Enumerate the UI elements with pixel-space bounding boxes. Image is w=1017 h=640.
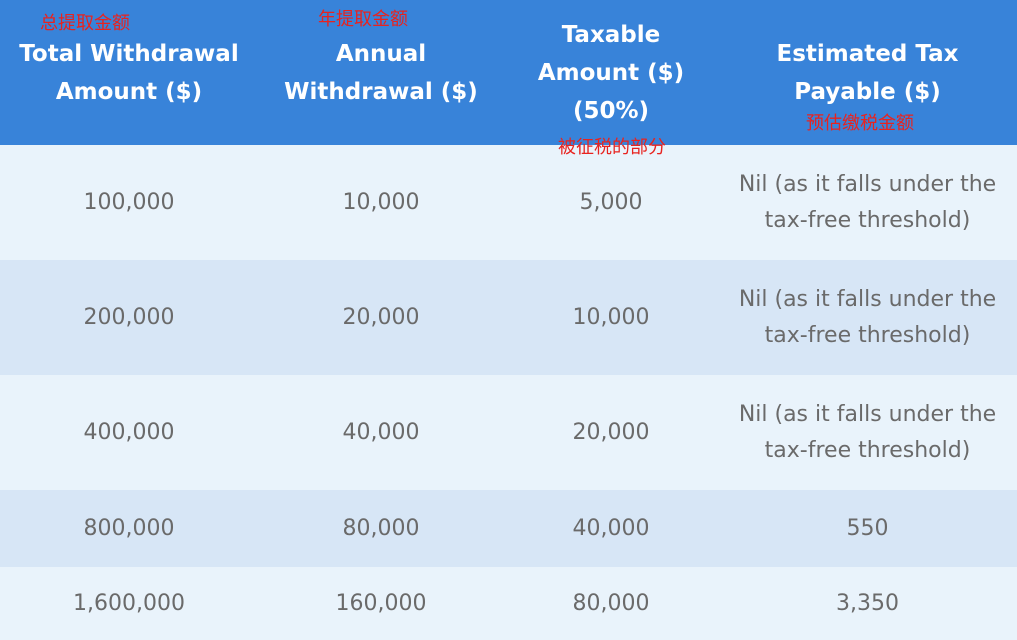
cell-taxable: 80,000 [572, 590, 650, 616]
cell-tax: 3,350 [836, 590, 899, 616]
table-row: 200,000 20,000 10,000 Nil (as it falls u… [0, 260, 1017, 375]
cell-taxable: 20,000 [572, 419, 650, 445]
cell-total: 1,600,000 [73, 590, 185, 616]
cell-annual: 20,000 [342, 304, 420, 330]
cell-tax: Nil (as it falls under the tax-free thre… [738, 286, 997, 348]
cell-annual: 160,000 [335, 590, 427, 616]
cell-tax: 550 [846, 515, 889, 541]
header-line: (50%) [572, 97, 650, 124]
cell-annual: 40,000 [342, 419, 420, 445]
header-line: Estimated Tax [776, 40, 959, 67]
cell-taxable: 10,000 [572, 304, 650, 330]
cell-total: 400,000 [83, 419, 175, 445]
annotation-taxable-portion: 被征税的部分 [558, 137, 666, 158]
header-line: Payable ($) [794, 78, 941, 105]
header-line: Amount ($) [55, 78, 203, 105]
cell-total: 800,000 [83, 515, 175, 541]
cell-annual: 10,000 [342, 189, 420, 215]
header-line: Annual [335, 40, 427, 67]
table-row: 800,000 80,000 40,000 550 [0, 490, 1017, 567]
annotation-estimated-tax: 预估缴税金额 [806, 113, 914, 134]
header-estimated-tax: Estimated Tax Payable ($) [718, 0, 1017, 145]
header-total-withdrawal: Total Withdrawal Amount ($) [0, 0, 258, 145]
table-row: 400,000 40,000 20,000 Nil (as it falls u… [0, 375, 1017, 490]
header-line: Withdrawal ($) [284, 78, 478, 105]
cell-tax: Nil (as it falls under the tax-free thre… [738, 401, 997, 463]
header-line: Total Withdrawal [19, 40, 239, 67]
cell-taxable: 40,000 [572, 515, 650, 541]
header-line: Taxable [561, 21, 661, 48]
header-annual-withdrawal: Annual Withdrawal ($) [258, 0, 504, 145]
cell-total: 100,000 [83, 189, 175, 215]
annotation-annual-withdrawal: 年提取金额 [318, 9, 408, 30]
cell-total: 200,000 [83, 304, 175, 330]
header-taxable-amount: Taxable Amount ($) (50%) [504, 0, 718, 145]
cell-tax: Nil (as it falls under the tax-free thre… [738, 171, 997, 233]
cell-annual: 80,000 [342, 515, 420, 541]
table-header: Total Withdrawal Amount ($) Annual Withd… [0, 0, 1017, 145]
cell-taxable: 5,000 [579, 189, 643, 215]
table-row: 1,600,000 160,000 80,000 3,350 [0, 567, 1017, 640]
table-row: 100,000 10,000 5,000 Nil (as it falls un… [0, 145, 1017, 260]
annotation-total-withdrawal: 总提取金额 [40, 13, 130, 34]
header-line: Amount ($) [537, 59, 685, 86]
